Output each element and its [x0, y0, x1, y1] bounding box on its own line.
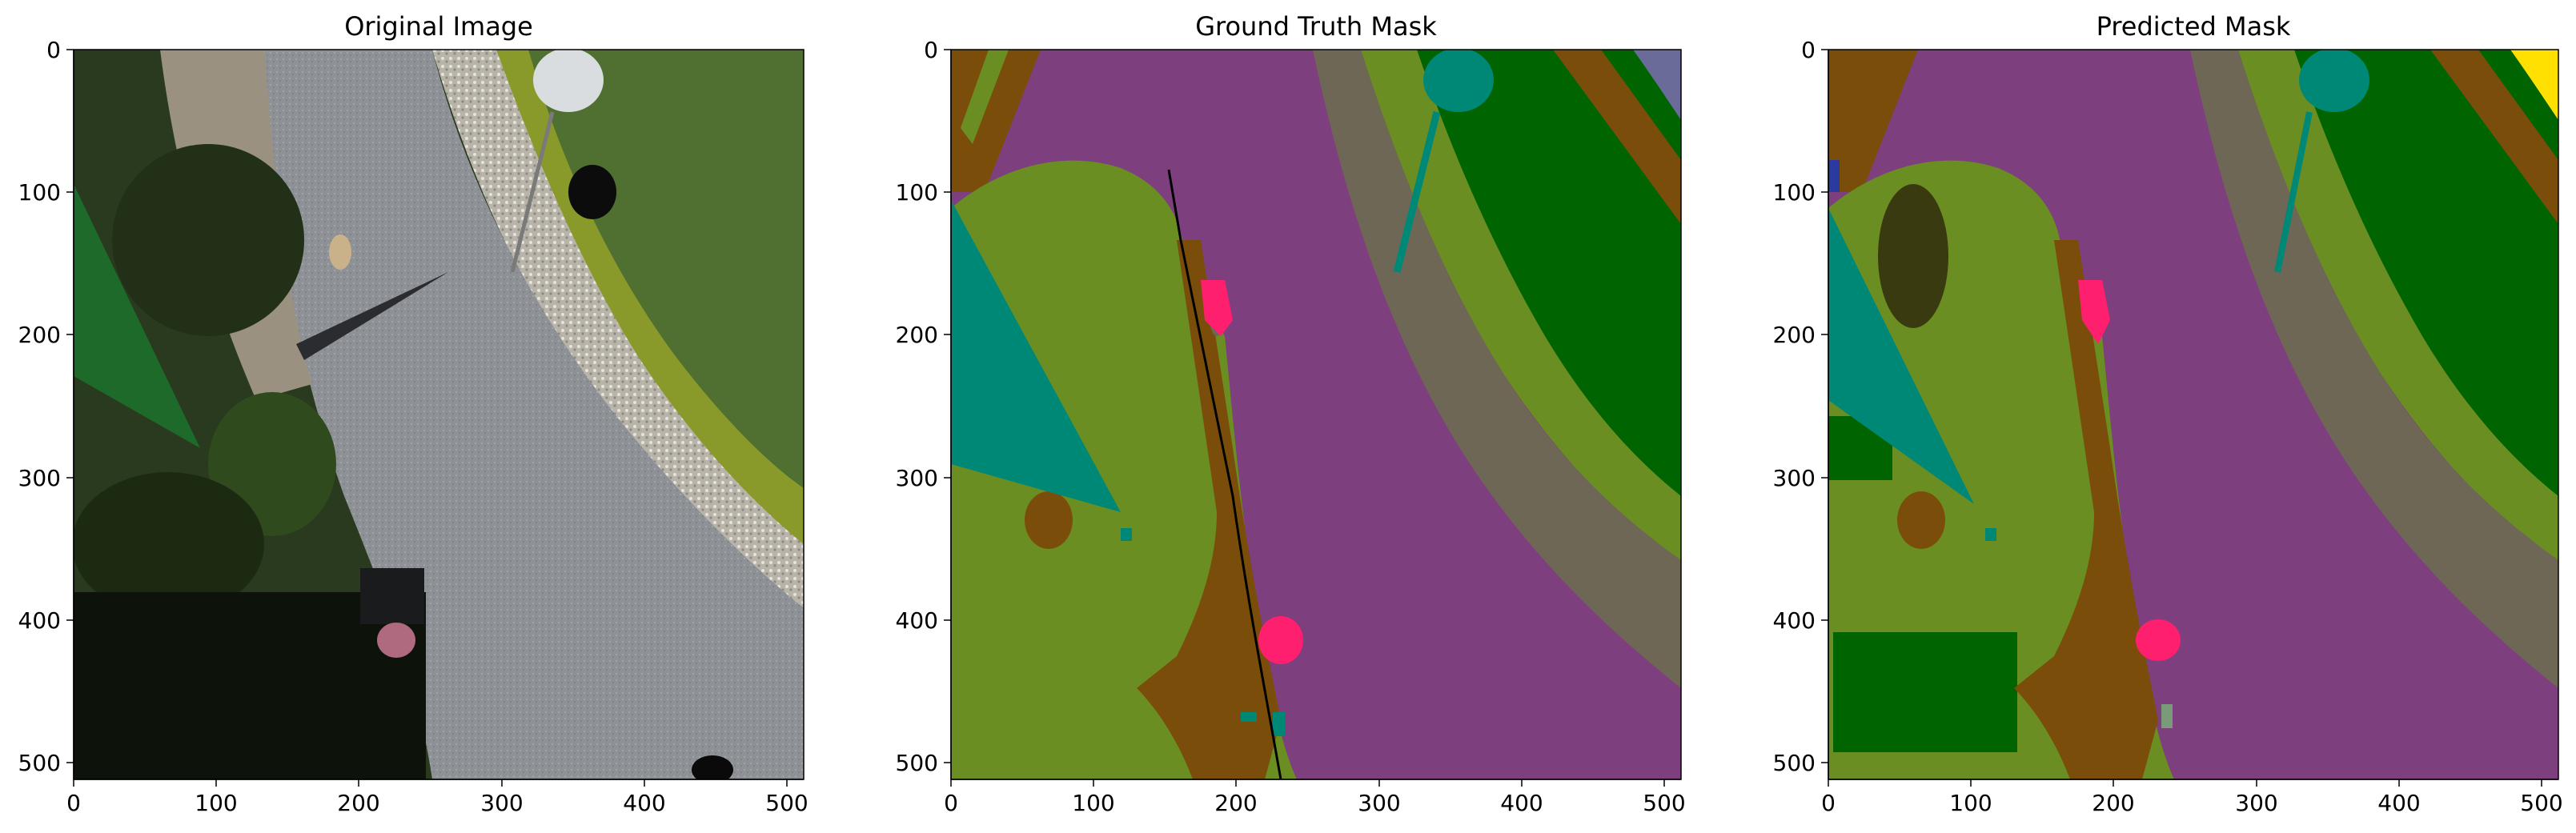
y-tick: 100: [1773, 179, 1828, 206]
panel-title: Ground Truth Mask: [1195, 11, 1437, 42]
x-axis: 0 100 200 300 400 500: [1821, 779, 2563, 816]
x-tick-label: 0: [1821, 790, 1836, 816]
y-tick: 300: [18, 465, 74, 491]
y-tick-label: 400: [18, 607, 61, 634]
x-tick: 300: [480, 779, 524, 816]
x-tick: 100: [1949, 779, 1992, 816]
y-tick-label: 300: [896, 465, 938, 491]
y-tick: 400: [18, 607, 74, 634]
x-tick-label: 200: [337, 790, 379, 816]
y-tick-label: 400: [896, 607, 938, 634]
y-tick: 200: [896, 322, 951, 348]
y-tick: 0: [924, 37, 951, 63]
x-tick: 200: [1214, 779, 1258, 816]
x-tick-label: 0: [944, 790, 958, 816]
x-tick: 100: [195, 779, 238, 816]
y-tick-label: 500: [18, 750, 61, 776]
y-tick: 500: [1773, 750, 1828, 776]
panel-original: Original Image: [18, 11, 809, 816]
y-axis: 0 100 200 300 400 500: [1773, 37, 1829, 779]
y-tick: 300: [1773, 465, 1828, 491]
x-tick-label: 500: [765, 790, 808, 816]
y-tick-label: 200: [1773, 322, 1816, 348]
y-tick: 0: [1801, 37, 1828, 63]
panel-title: Original Image: [344, 11, 533, 42]
y-tick: 500: [18, 750, 74, 776]
x-tick: 0: [66, 779, 81, 816]
x-tick-label: 500: [2520, 790, 2562, 816]
x-tick: 500: [2520, 779, 2563, 816]
y-tick: 400: [896, 607, 951, 634]
x-tick: 200: [337, 779, 380, 816]
x-tick-label: 100: [195, 790, 237, 816]
y-tick-label: 300: [1773, 465, 1816, 491]
y-tick-label: 0: [924, 37, 938, 63]
x-tick: 400: [2377, 779, 2421, 816]
x-tick: 0: [944, 779, 958, 816]
y-tick: 100: [896, 179, 951, 206]
y-tick: 100: [18, 179, 74, 206]
y-tick: 300: [896, 465, 951, 491]
x-axis: 0 100 200 300 400 500: [66, 779, 809, 816]
panel-title: Predicted Mask: [2097, 11, 2291, 42]
y-tick: 500: [896, 750, 951, 776]
y-tick: 400: [1773, 607, 1828, 634]
y-tick-label: 500: [1773, 750, 1816, 776]
x-axis: 0 100 200 300 400 500: [944, 779, 1686, 816]
predicted-mask: [1828, 50, 2558, 779]
y-tick-label: 0: [46, 37, 61, 63]
ground-truth-mask: [951, 50, 1681, 779]
y-tick-label: 100: [896, 179, 938, 206]
y-axis: 0 100 200 300 400 500: [18, 37, 74, 779]
original-photo: [74, 50, 804, 779]
y-tick-label: 300: [18, 465, 61, 491]
panel-ground-truth: Ground Truth Mask: [896, 11, 1686, 816]
y-tick-label: 200: [18, 322, 61, 348]
x-tick-label: 100: [1949, 790, 1992, 816]
x-tick-label: 0: [66, 790, 81, 816]
x-tick-label: 400: [2377, 790, 2420, 816]
x-tick-label: 500: [1643, 790, 1685, 816]
y-tick-label: 100: [1773, 179, 1816, 206]
y-tick: 200: [18, 322, 74, 348]
x-tick-label: 300: [1358, 790, 1400, 816]
x-tick: 200: [2092, 779, 2135, 816]
y-tick: 0: [46, 37, 74, 63]
y-tick-label: 500: [896, 750, 938, 776]
x-tick: 400: [1500, 779, 1543, 816]
y-tick-label: 200: [896, 322, 938, 348]
x-tick-label: 400: [623, 790, 665, 816]
y-tick: 200: [1773, 322, 1828, 348]
x-tick: 500: [1643, 779, 1686, 816]
x-tick-label: 200: [1214, 790, 1257, 816]
x-tick-label: 300: [2235, 790, 2277, 816]
y-tick-label: 0: [1801, 37, 1816, 63]
y-tick-label: 100: [18, 179, 61, 206]
x-tick: 300: [2235, 779, 2278, 816]
x-tick-label: 400: [1500, 790, 1543, 816]
x-tick: 500: [765, 779, 809, 816]
y-axis: 0 100 200 300 400 500: [896, 37, 952, 779]
x-tick: 0: [1821, 779, 1836, 816]
x-tick-label: 300: [480, 790, 523, 816]
y-tick-label: 400: [1773, 607, 1816, 634]
x-tick: 300: [1358, 779, 1401, 816]
x-tick-label: 200: [2092, 790, 2134, 816]
panel-predicted: Predicted Mask: [1773, 11, 2563, 816]
x-tick-label: 100: [1072, 790, 1114, 816]
x-tick: 400: [623, 779, 666, 816]
x-tick: 100: [1072, 779, 1115, 816]
